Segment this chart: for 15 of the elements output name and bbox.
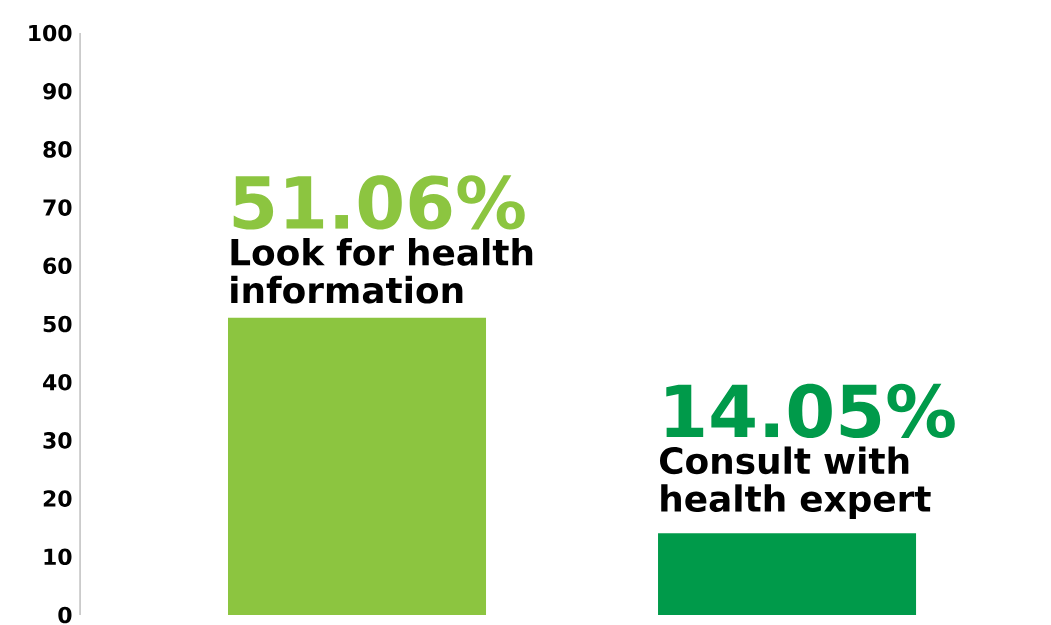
data-label: 51.06% — [233, 175, 525, 230]
y-tick-label: 70 — [43, 199, 72, 216]
y-tick-label: 20 — [43, 490, 72, 507]
y-tick-label: 40 — [43, 373, 72, 391]
y-tick-label: 50 — [43, 315, 72, 333]
y-tick-label: 60 — [43, 257, 72, 275]
y-tick-label: 100 — [29, 24, 72, 42]
y-tick-label: 90 — [43, 82, 72, 100]
y-tick-label: 80 — [43, 141, 72, 158]
y-tick-label: 30 — [43, 432, 72, 449]
x-tick-label: Consult with health expert — [660, 446, 931, 520]
data-label: 14.05% — [666, 383, 955, 439]
y-tick-label: 0 — [58, 606, 72, 624]
y-tick-label: 10 — [44, 548, 72, 566]
x-tick-label: Look for health information — [231, 238, 533, 304]
